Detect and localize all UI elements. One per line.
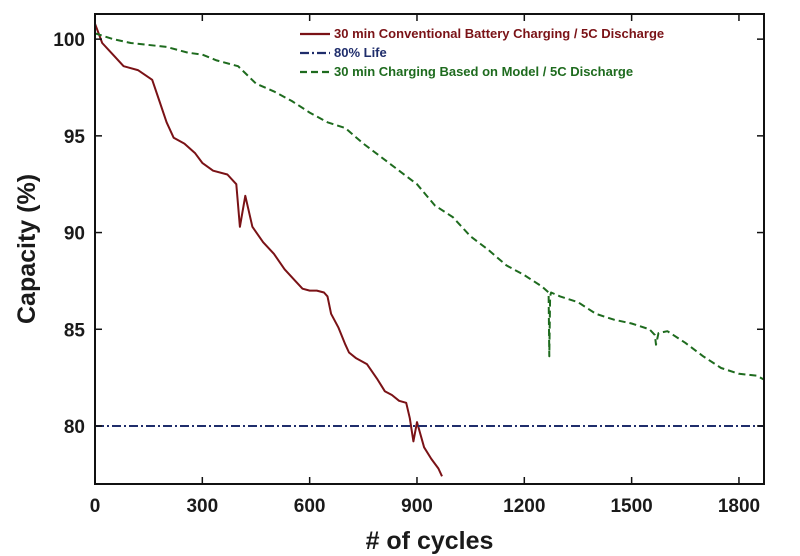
x-tick-label: 600 bbox=[294, 496, 326, 517]
y-tick-label: 90 bbox=[64, 224, 85, 245]
y-tick-label: 100 bbox=[53, 30, 85, 51]
plot-area bbox=[95, 23, 764, 477]
x-tick-label: 900 bbox=[401, 496, 433, 517]
x-tick-label: 1500 bbox=[610, 496, 652, 517]
plot-frame bbox=[94, 13, 765, 485]
x-tick-label: 1200 bbox=[503, 496, 545, 517]
legend-label-80-life: 80% Life bbox=[334, 45, 387, 60]
x-axis: 0 300 600 900 1200 1500 1800 bbox=[90, 14, 760, 517]
y-tick-label: 80 bbox=[64, 417, 85, 438]
series-line-model-based bbox=[95, 32, 764, 381]
x-tick-label: 300 bbox=[186, 496, 218, 517]
y-axis-title: Capacity (%) bbox=[13, 174, 41, 324]
y-tick-label: 95 bbox=[64, 127, 86, 148]
y-axis: 80 85 90 95 100 bbox=[53, 30, 764, 438]
x-axis-title: # of cycles bbox=[366, 527, 494, 555]
legend: 30 min Conventional Battery Charging / 5… bbox=[300, 26, 664, 79]
series-line-conventional bbox=[95, 23, 443, 477]
y-tick-label: 85 bbox=[64, 320, 86, 341]
legend-label-model-based: 30 min Charging Based on Model / 5C Disc… bbox=[334, 64, 633, 79]
x-tick-label: 0 bbox=[90, 496, 101, 517]
legend-label-conventional: 30 min Conventional Battery Charging / 5… bbox=[334, 26, 664, 41]
x-tick-label: 1800 bbox=[718, 496, 760, 517]
